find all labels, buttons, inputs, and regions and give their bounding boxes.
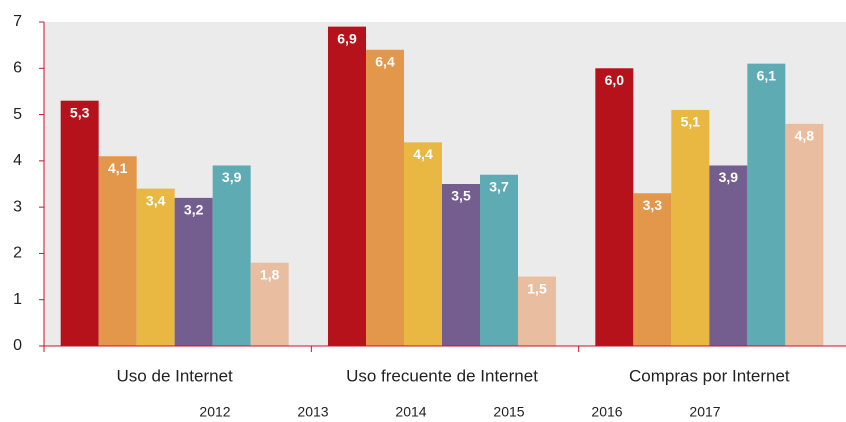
bar bbox=[518, 276, 556, 346]
data-label: 3,5 bbox=[451, 188, 471, 204]
data-label: 3,3 bbox=[643, 197, 663, 213]
data-label: 3,4 bbox=[146, 192, 166, 208]
x-tick-label: Compras por Internet bbox=[629, 366, 790, 385]
data-label: 3,9 bbox=[719, 169, 739, 185]
y-tick-label: 7 bbox=[13, 13, 22, 30]
bar bbox=[404, 142, 442, 346]
bar bbox=[212, 165, 251, 346]
data-label: 3,2 bbox=[184, 202, 204, 218]
data-label: 6,4 bbox=[375, 53, 395, 69]
y-tick-label: 2 bbox=[13, 245, 22, 262]
bar bbox=[480, 174, 518, 346]
y-tick-label: 6 bbox=[13, 60, 22, 77]
data-label: 3,7 bbox=[489, 178, 509, 194]
legend-label: 2016 bbox=[591, 404, 622, 420]
y-tick-label: 0 bbox=[13, 337, 22, 354]
bar bbox=[98, 156, 137, 346]
legend-label: 2014 bbox=[395, 404, 426, 420]
bar bbox=[595, 68, 634, 347]
bar bbox=[136, 188, 175, 346]
bar bbox=[174, 197, 213, 346]
y-tick-label: 4 bbox=[13, 152, 22, 169]
data-label: 6,1 bbox=[757, 67, 777, 83]
y-tick-label: 1 bbox=[13, 291, 22, 308]
x-tick-label: Uso de Internet bbox=[117, 366, 234, 385]
bar bbox=[366, 49, 404, 347]
data-label: 3,9 bbox=[222, 169, 242, 185]
data-label: 4,1 bbox=[108, 160, 128, 176]
data-label: 5,1 bbox=[681, 114, 701, 130]
data-label: 5,3 bbox=[70, 104, 90, 120]
y-tick-label: 5 bbox=[13, 106, 22, 123]
legend-label: 2015 bbox=[493, 404, 524, 420]
bar bbox=[633, 193, 672, 346]
data-label: 1,5 bbox=[527, 280, 547, 296]
bar bbox=[60, 100, 99, 346]
bar bbox=[671, 109, 710, 346]
y-tick-label: 3 bbox=[13, 198, 22, 215]
legend-label: 2012 bbox=[199, 404, 230, 420]
bar bbox=[747, 63, 786, 347]
data-label: 4,4 bbox=[413, 146, 433, 162]
bar bbox=[785, 123, 824, 346]
bar bbox=[328, 26, 366, 346]
bar bbox=[250, 262, 289, 346]
data-label: 6,0 bbox=[605, 72, 625, 88]
bar bbox=[442, 184, 480, 346]
data-label: 1,8 bbox=[260, 266, 280, 282]
data-label: 6,9 bbox=[337, 30, 357, 46]
x-tick-label: Uso frecuente de Internet bbox=[346, 366, 538, 385]
legend-label: 2013 bbox=[297, 404, 328, 420]
bar bbox=[709, 165, 748, 346]
legend-label: 2017 bbox=[689, 404, 720, 420]
data-label: 4,8 bbox=[795, 128, 815, 144]
